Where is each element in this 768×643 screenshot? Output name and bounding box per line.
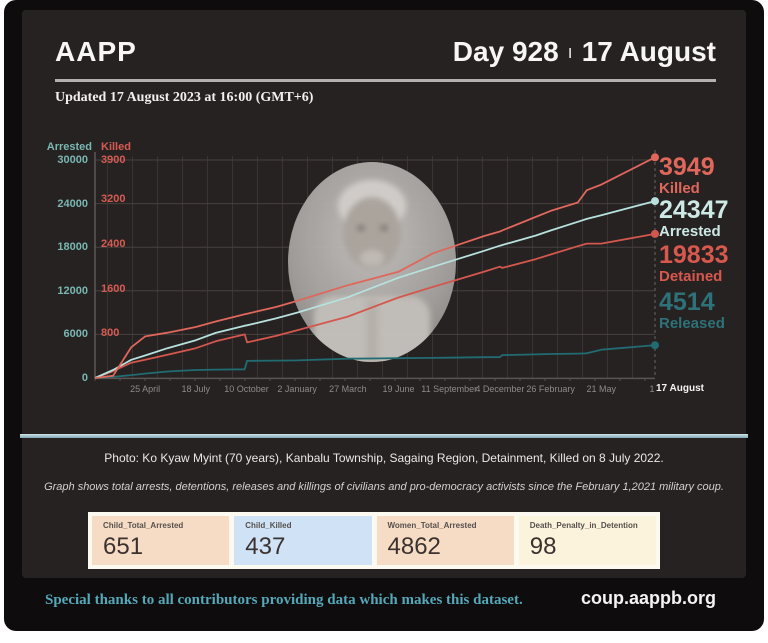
stat-killed-label: Killed xyxy=(659,179,700,197)
footer-site-link[interactable]: coup.aappb.org xyxy=(581,588,716,608)
aapp-logo: AAPP xyxy=(55,36,137,67)
stat-detained: 19833 Detained xyxy=(659,241,729,285)
day-counter-days: Day 928 xyxy=(452,36,559,67)
stat-killed: 3949 Killed xyxy=(659,153,715,197)
stat-box-child-total-arrested: Child_Total_Arrested 651 xyxy=(92,516,230,565)
stat-box-value: 98 xyxy=(529,533,557,560)
graph-note: Graph shows total arrests, detentions, r… xyxy=(44,481,724,493)
stat-box-value: 437 xyxy=(245,533,286,560)
stat-box-label: Women_Total_Arrested xyxy=(387,521,477,530)
footer-thanks-text: Special thanks to all contributors provi… xyxy=(45,592,523,608)
stat-detained-value: 19833 xyxy=(659,241,729,269)
updated-timestamp: Updated 17 August 2023 at 16:00 (GMT+6) xyxy=(55,90,314,105)
summary-stat-strip: Child_Total_Arrested 651 Child_Killed 43… xyxy=(88,512,660,569)
stat-box-label: Child_Total_Arrested xyxy=(103,521,184,530)
day-counter-date: 17 August xyxy=(581,36,716,67)
stat-released-label: Released xyxy=(659,314,725,332)
stat-box-child-killed: Child_Killed 437 xyxy=(234,516,372,565)
photo-caption: Photo: Ko Kyaw Myint (70 years), Kanbalu… xyxy=(104,451,664,465)
section-divider xyxy=(20,434,748,438)
stat-arrested-label: Arrested xyxy=(659,222,721,240)
stat-released: 4514 Released xyxy=(659,288,725,332)
stat-released-value: 4514 xyxy=(659,288,715,316)
stat-box-label: Death_Penalty_in_Detention xyxy=(529,521,638,530)
stat-box-women-total-arrested: Women_Total_Arrested 4862 xyxy=(376,516,514,565)
stat-detained-label: Detained xyxy=(659,267,723,285)
stat-box-label: Child_Killed xyxy=(245,521,292,530)
day-counter: Day 928 ı 17 August xyxy=(380,36,716,68)
stat-arrested: 24347 Arrested xyxy=(659,196,729,240)
day-counter-separator: ı xyxy=(567,42,573,62)
stat-box-value: 651 xyxy=(103,533,144,560)
stat-arrested-value: 24347 xyxy=(659,196,729,224)
stat-box-value: 4862 xyxy=(387,533,441,560)
header-divider xyxy=(55,79,716,82)
stat-killed-value: 3949 xyxy=(659,153,715,181)
stat-box-death-penalty-in-detention: Death_Penalty_in_Detention 98 xyxy=(518,516,656,565)
